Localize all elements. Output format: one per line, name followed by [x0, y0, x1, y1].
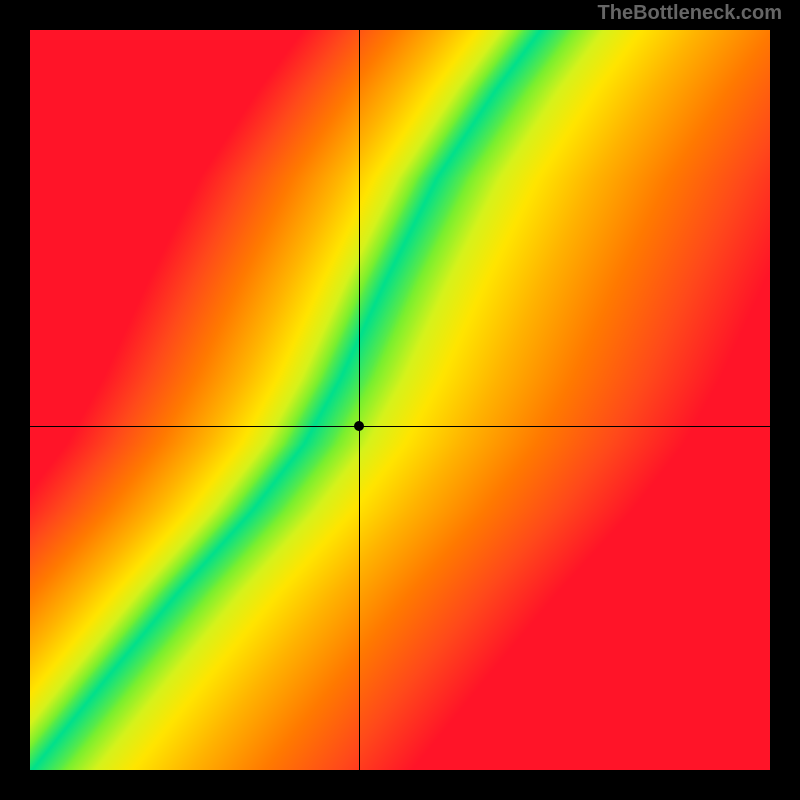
- crosshair-horizontal: [30, 426, 770, 427]
- heatmap-canvas: [30, 30, 770, 770]
- crosshair-vertical: [359, 30, 360, 770]
- watermark-text: TheBottleneck.com: [598, 2, 782, 25]
- marker-dot: [354, 421, 364, 431]
- heatmap-plot: [30, 30, 770, 770]
